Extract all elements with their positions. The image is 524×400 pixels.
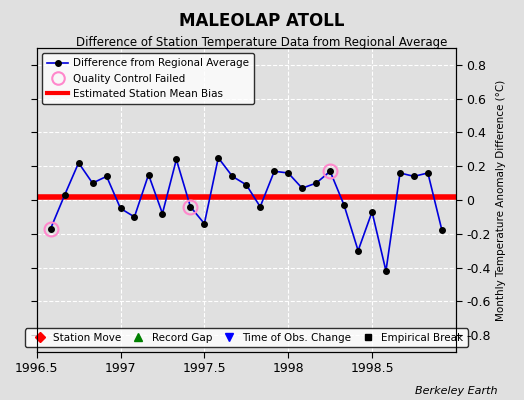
Text: Difference of Station Temperature Data from Regional Average: Difference of Station Temperature Data f… (77, 36, 447, 49)
Y-axis label: Monthly Temperature Anomaly Difference (°C): Monthly Temperature Anomaly Difference (… (496, 79, 506, 321)
Legend: Station Move, Record Gap, Time of Obs. Change, Empirical Break: Station Move, Record Gap, Time of Obs. C… (25, 328, 467, 347)
Text: Berkeley Earth: Berkeley Earth (416, 386, 498, 396)
Text: MALEOLAP ATOLL: MALEOLAP ATOLL (179, 12, 345, 30)
